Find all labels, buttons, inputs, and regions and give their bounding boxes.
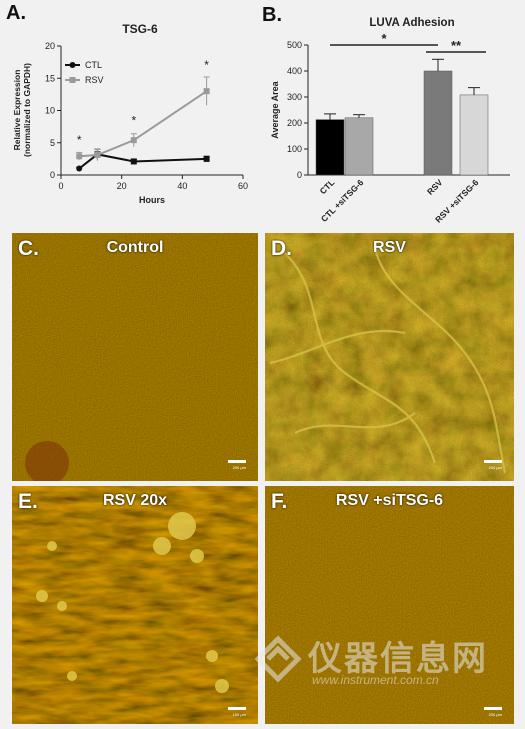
bar-0 [315,119,345,176]
y-tick-label: 15 [45,73,55,83]
y-tick-label: 100 [287,144,302,154]
significance-marker: * [77,133,82,147]
micrograph-f-image [265,486,514,724]
chart-title: LUVA Adhesion [369,17,454,29]
micrograph-c-title: Control [106,239,164,256]
micrograph-c-letter: C. [18,237,39,260]
micrograph-d-image [265,233,514,481]
micrograph-e-title: RSV 20x [102,492,168,509]
y-tick-label: 300 [287,92,302,102]
y-tick-label: 200 [287,118,302,128]
bar-1 [344,117,374,176]
y-tick-label: 400 [287,66,302,76]
panel-b-letter: B. [262,4,282,26]
micrograph-d: D. RSV 200 µm [265,233,514,481]
micrograph-f-letter: F. [271,490,288,513]
micrograph-e-image [12,486,258,724]
micrograph-f: F. RSV +siTSG-6 200 µm [265,486,514,724]
x-tick-label: 0 [58,181,63,191]
micrograph-f-title: RSV +siTSG-6 [335,492,444,509]
y-tick-label: 10 [45,106,55,116]
y-tick-label: 20 [45,41,55,51]
legend-marker [69,77,76,83]
data-point-rsv [76,153,83,160]
x-tick-label: 20 [117,181,127,191]
scale-bar [484,460,502,463]
micrograph-c: C. Control 200 µm [12,233,258,481]
category-label: RSV [425,177,445,197]
significance-marker: * [204,58,209,72]
series-line-ctl [78,153,207,170]
micrograph-d-title: RSV [373,239,406,256]
legend-label-ctl: CTL [85,60,102,70]
micrograph-d-letter: D. [271,237,292,260]
scale-label: 200 µm [488,712,502,717]
significance-marker: * [131,114,136,128]
legend-marker [69,62,76,68]
y-tick-label: 5 [50,138,55,148]
y-axis-label-line1: Relative Expression [12,70,22,151]
significance-marker: ** [451,38,462,53]
scale-label: 200 µm [488,465,502,470]
x-tick-label: 40 [177,181,187,191]
panel-a-letter: A. [6,2,26,24]
y-tick-label: 0 [50,170,55,180]
x-axis-label: Hours [139,195,165,205]
scale-bar [484,707,502,710]
data-point-ctl [76,165,83,172]
y-axis-label-line2: (normalized to GAPDH) [22,63,32,157]
tsg6-line-chart: TSG-6 0 5 10 15 20 0 20 40 60 Hours Relative Expres… [12,22,248,205]
scale-bar [228,460,246,463]
y-tick-label: 0 [297,170,302,180]
bar-2 [423,70,453,176]
data-point-ctl [130,158,137,165]
data-point-rsv [94,152,101,159]
series-line-rsv [79,90,208,158]
data-point-rsv [130,137,137,144]
bar-3 [459,94,489,176]
micrograph-e: E. RSV 20x 100 µm [12,486,258,724]
scale-label: 100 µm [232,712,246,717]
y-axis-label: Average Area [270,80,280,138]
micrograph-e-letter: E. [18,490,38,513]
scale-label: 200 µm [232,465,246,470]
data-point-rsv [203,88,210,95]
scale-bar [228,707,246,710]
chart-title: TSG-6 [122,22,158,36]
y-tick-label: 500 [287,40,302,50]
data-point-ctl [203,155,210,162]
micrograph-c-image [12,233,258,481]
category-label: CTL [318,177,337,196]
significance-marker: * [381,31,387,46]
x-tick-label: 60 [238,181,248,191]
legend-label-rsv: RSV [85,75,104,85]
luva-adhesion-bar-chart: LUVA Adhesion 0 100 200 300 400 500 Average Are… [270,17,510,225]
